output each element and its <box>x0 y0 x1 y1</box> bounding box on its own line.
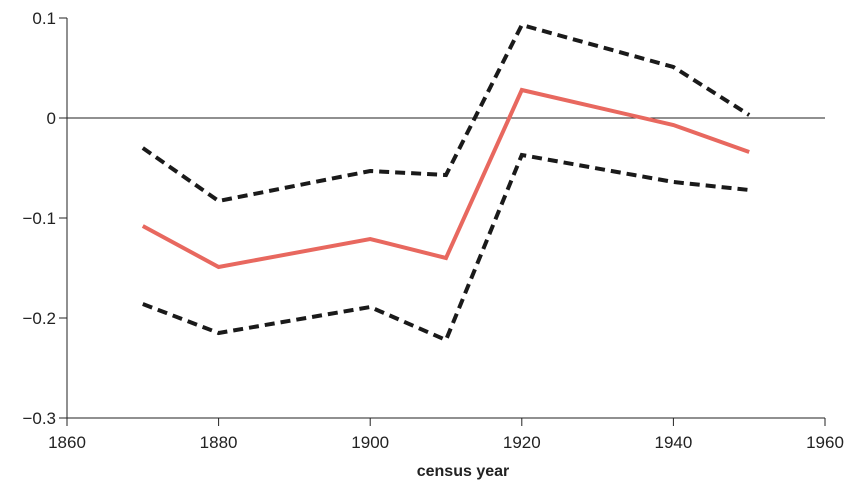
series-line-upper-bound <box>141 22 751 204</box>
x-axis-ticks: 1860 1880 1900 1920 1940 1960 <box>48 418 844 452</box>
x-tick-label: 1900 <box>351 433 389 452</box>
x-axis-title: census year <box>417 463 510 480</box>
y-tick-label: −0.1 <box>22 209 56 228</box>
y-tick-label: −0.3 <box>22 409 56 428</box>
x-tick-label: 1940 <box>654 433 692 452</box>
x-tick-label: 1860 <box>48 433 86 452</box>
x-tick-label: 1960 <box>806 433 844 452</box>
y-axis-ticks: 0.1 0 −0.1 −0.2 −0.3 <box>22 9 67 428</box>
chart-axes <box>66 18 825 419</box>
x-tick-label: 1920 <box>503 433 541 452</box>
series-line-lower-bound <box>142 152 750 343</box>
y-tick-label: 0.1 <box>32 9 56 28</box>
y-tick-label: −0.2 <box>22 309 56 328</box>
x-tick-label: 1880 <box>200 433 238 452</box>
y-tick-label: 0 <box>47 109 56 128</box>
series-line-estimate <box>141 87 750 270</box>
series-layer <box>141 22 751 343</box>
